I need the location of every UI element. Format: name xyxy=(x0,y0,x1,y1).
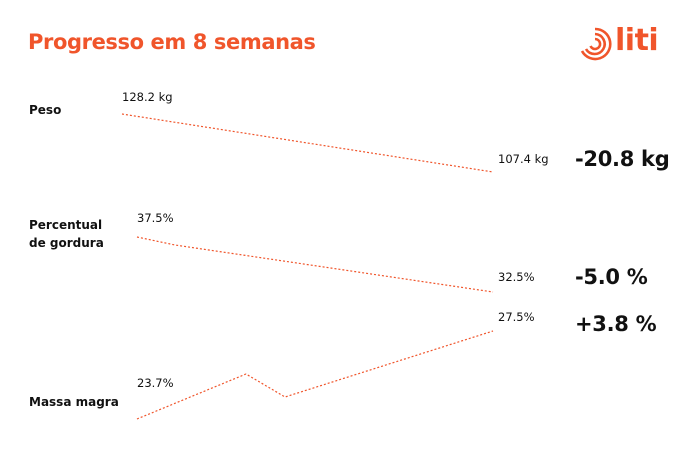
body-fat-label-line2: de gordura xyxy=(29,236,104,250)
weight-end-value: 107.4 kg xyxy=(498,152,549,166)
weight-start-value: 128.2 kg xyxy=(122,90,173,104)
weight-trend-line xyxy=(121,113,494,173)
lean-mass-label: Massa magra xyxy=(29,395,119,409)
brand-name: liti xyxy=(615,23,659,58)
weight-label: Peso xyxy=(29,103,62,117)
weight-delta: -20.8 kg xyxy=(575,147,670,171)
body-fat-delta: -5.0 % xyxy=(575,265,648,289)
brand-logo: liti xyxy=(577,23,669,66)
lean-mass-trend-line xyxy=(136,330,494,420)
concentric-rings-icon xyxy=(580,27,612,61)
body-fat-start-value: 37.5% xyxy=(137,211,174,225)
body-fat-end-value: 32.5% xyxy=(498,270,535,284)
lean-mass-end-value: 27.5% xyxy=(498,310,535,324)
lean-mass-start-value: 23.7% xyxy=(137,376,174,390)
lean-mass-delta: +3.8 % xyxy=(575,312,657,336)
body-fat-trend-line xyxy=(136,236,494,293)
page-title: Progresso em 8 semanas xyxy=(28,30,316,54)
body-fat-label-line1: Percentual xyxy=(29,218,103,232)
